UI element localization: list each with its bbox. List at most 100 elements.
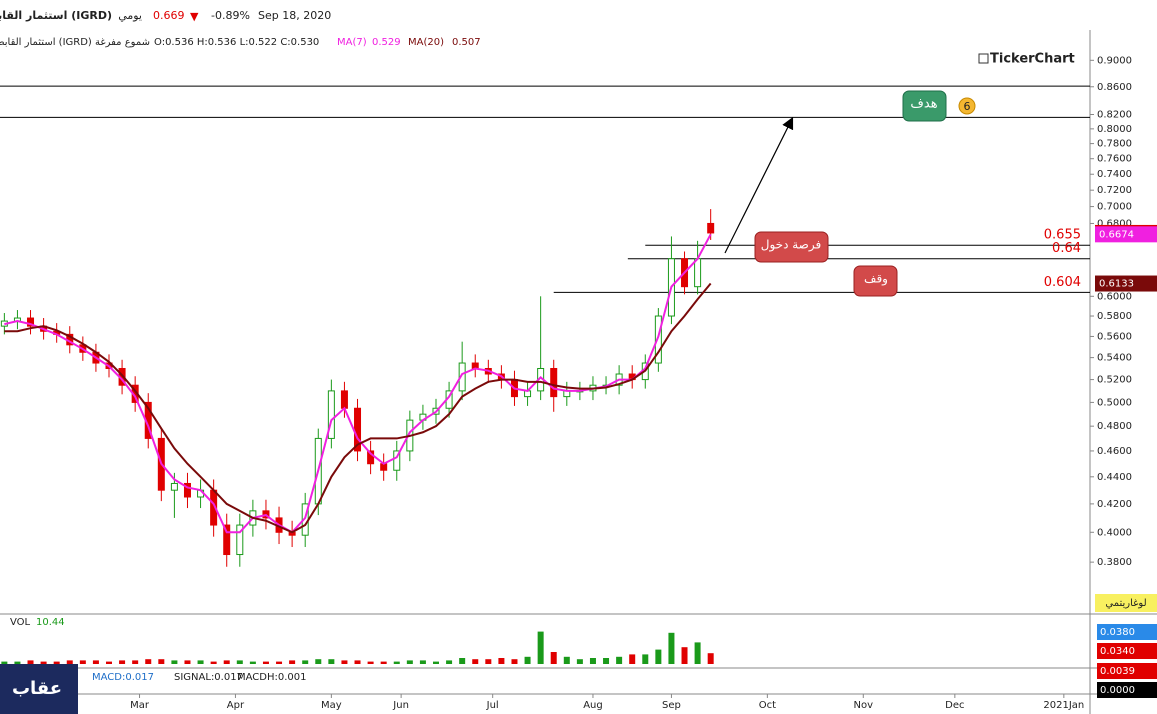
y-tick-label: 0.8000 <box>1097 124 1132 135</box>
volume-bar <box>40 661 47 664</box>
badge <box>958 97 976 115</box>
watermark: عقاب <box>12 678 62 699</box>
y-tick-label: 0.9000 <box>1097 55 1132 66</box>
candle-body <box>327 390 335 439</box>
macd-label: MACD:0.017 <box>92 672 154 683</box>
stop-box <box>853 265 898 297</box>
volume-bar <box>367 661 374 664</box>
volume-bar <box>707 653 714 664</box>
side-tag <box>1097 682 1157 698</box>
ma7-label: MA(7) <box>337 37 367 48</box>
side-tag-label: 0.0039 <box>1100 666 1135 677</box>
x-tick-label: May <box>321 700 342 711</box>
x-tick-label: Mar <box>130 700 150 711</box>
x-tick-label: Apr <box>227 700 245 711</box>
volume-bar <box>472 659 479 664</box>
plot: 0.9000 0.8600 0.8200 0.8000 0.7800 0.7600 0.74… <box>0 55 1157 711</box>
volume-bar <box>210 661 217 664</box>
y-tick-label: 0.4400 <box>1097 472 1132 483</box>
volume-bar <box>249 661 256 664</box>
volume-bar <box>550 652 557 664</box>
x-tick-label: Oct <box>759 700 776 711</box>
volume-bar <box>563 656 570 664</box>
ma7-value: 0.529 <box>372 37 401 48</box>
y-tick-label: 0.5200 <box>1097 375 1132 386</box>
x-tick-label: Jun <box>392 700 409 711</box>
x-tick-label: Jul <box>486 700 499 711</box>
volume-bar <box>524 656 531 664</box>
vol-value: 10.44 <box>36 617 65 628</box>
candle-body <box>367 450 375 465</box>
arrow <box>724 116 794 254</box>
side-tag-label: 0.0340 <box>1100 646 1135 657</box>
volume-bar <box>655 649 662 664</box>
ma20-label: MA(20) <box>408 37 444 48</box>
y-tick-label: 0.5000 <box>1097 397 1132 408</box>
volume-bar <box>694 642 701 664</box>
volume-bar <box>236 660 243 664</box>
stop-label: وقف <box>864 272 888 287</box>
y-tick-label: 0.7800 <box>1097 139 1132 150</box>
entry-label: فرصة دخول <box>761 238 821 253</box>
volume-bar <box>289 660 296 664</box>
info-name: استثمار القابضة (IGRD) شموع مفرغة <box>0 37 150 48</box>
candle-body <box>340 390 348 409</box>
price-tag-label: 0.6133 <box>1099 279 1134 290</box>
volume-bar <box>616 656 623 664</box>
y-tick-label: 0.3800 <box>1097 557 1132 568</box>
candle-body <box>458 362 466 392</box>
volume-bar <box>629 654 636 664</box>
candle-body <box>183 482 191 498</box>
x-tick-label: Sep <box>662 700 681 711</box>
y-tick-label: 0.5800 <box>1097 311 1132 322</box>
volume-bar <box>171 660 178 664</box>
y-tick-label: 0.5400 <box>1097 353 1132 364</box>
volume-bar <box>106 661 112 664</box>
candle-body <box>694 258 702 288</box>
volume-bar <box>459 658 466 664</box>
volume-bar <box>589 658 596 664</box>
y-tick-label: 0.7400 <box>1097 169 1132 180</box>
lower-panes: VOL 10.44 MACD:0.017 SIGNAL:0.017 MACDH:… <box>0 594 1157 714</box>
volume-bar <box>1 661 8 664</box>
y-tick-label: 0.7200 <box>1097 185 1132 196</box>
volume-bar <box>485 659 492 664</box>
volume-bar <box>419 660 426 664</box>
volume-bar <box>446 660 453 664</box>
volume-bar <box>262 661 269 664</box>
volume-bar <box>341 660 348 664</box>
change: -0.89% <box>211 9 250 22</box>
logo: TickerChart <box>990 52 1075 67</box>
vol-label: VOL <box>10 617 31 628</box>
y-tick-label: 0.4200 <box>1097 499 1132 510</box>
y-tick-label: 0.7600 <box>1097 154 1132 165</box>
volume-bar <box>302 660 309 664</box>
logo-icon <box>978 53 989 64</box>
volume-bar <box>223 660 230 664</box>
last-price: 0.669 <box>153 9 185 22</box>
volume-bar <box>184 660 191 664</box>
volume-bar <box>681 647 688 664</box>
y-tick-label: 0.7000 <box>1097 202 1132 213</box>
volume-bar <box>642 654 649 664</box>
price-tag-label: 0.6674 <box>1099 229 1134 240</box>
volume-bar <box>393 661 400 664</box>
volume-bar <box>406 660 413 664</box>
side-tag <box>1097 643 1157 659</box>
period: يومي <box>118 9 142 22</box>
price-tag <box>1095 275 1157 292</box>
volume-bar <box>92 660 99 664</box>
volume-bar <box>328 659 335 664</box>
side-tag <box>1097 624 1157 640</box>
volume-bar <box>668 632 675 664</box>
price-tag <box>1095 226 1157 243</box>
volume-bar <box>197 660 204 664</box>
date: Sep 18, 2020 <box>258 9 331 22</box>
ma20-value: 0.507 <box>452 37 481 48</box>
watermark-box <box>0 664 78 714</box>
side-tag-label: 0.0380 <box>1100 627 1135 638</box>
candle-body <box>27 317 35 327</box>
target-label: هدف <box>910 97 937 112</box>
volume-bar <box>79 660 86 664</box>
volume-bar <box>27 660 34 664</box>
